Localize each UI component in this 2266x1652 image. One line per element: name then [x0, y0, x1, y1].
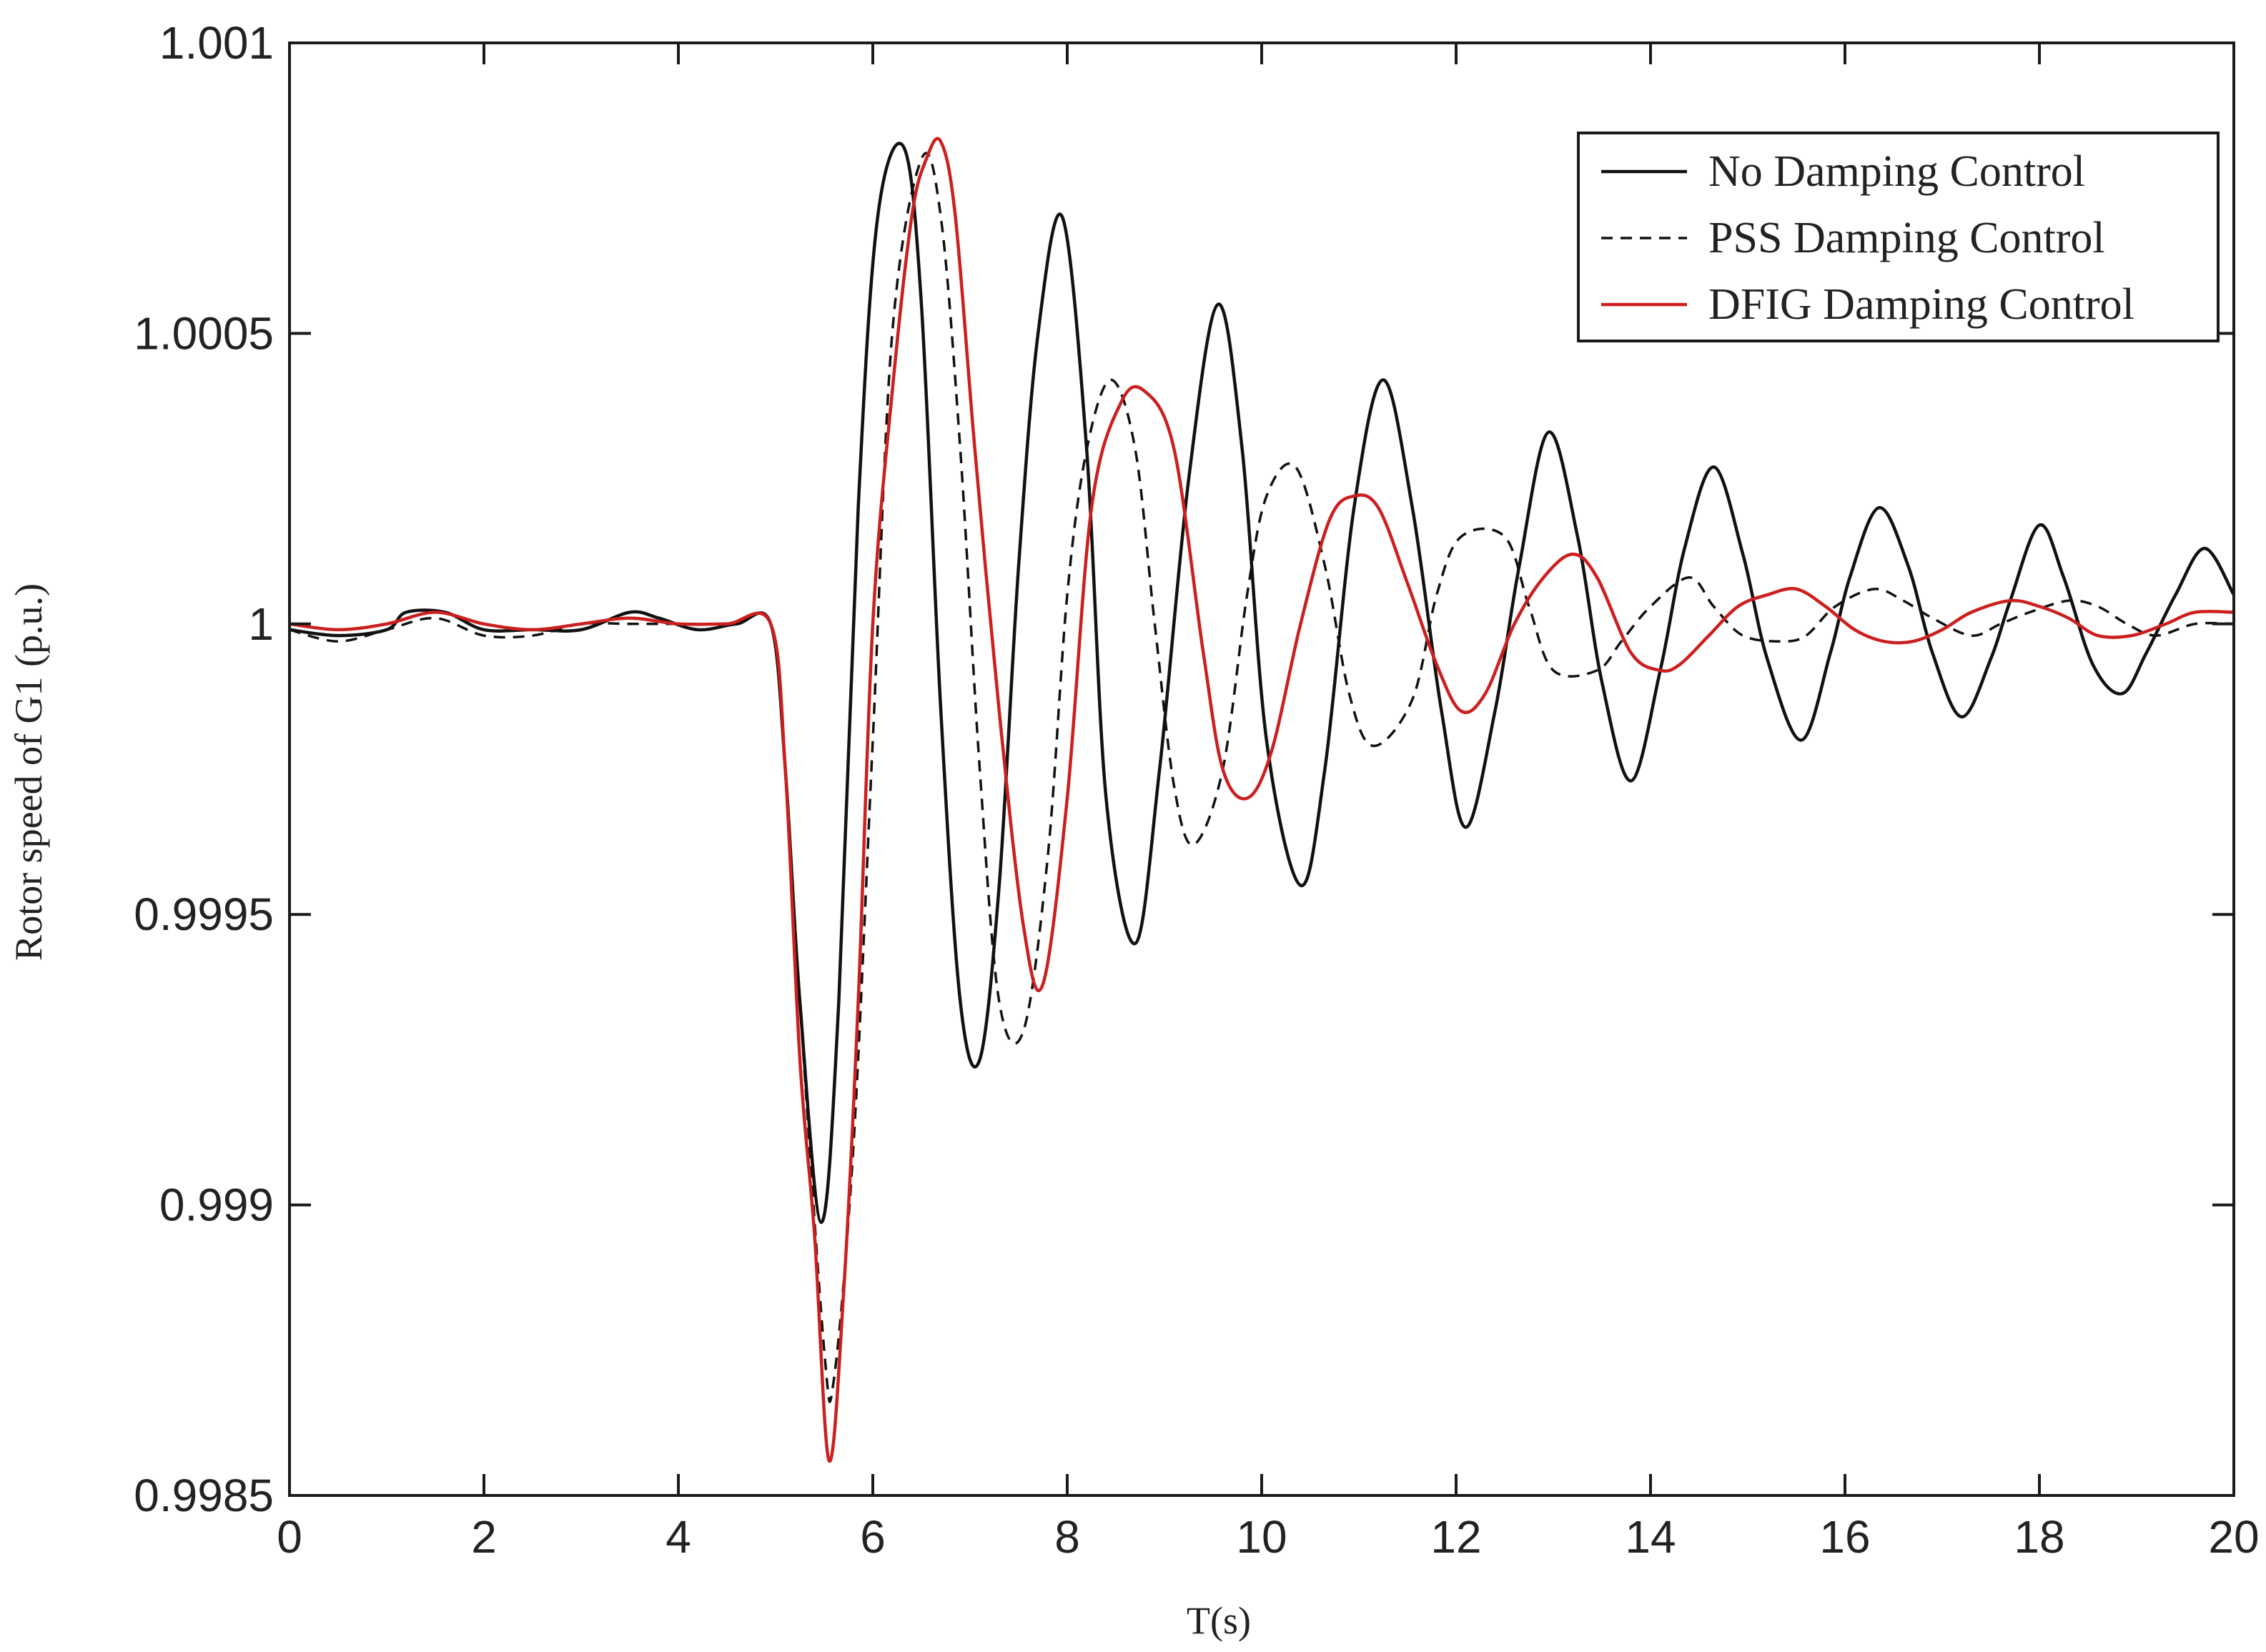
x-tick-label: 0: [277, 1511, 302, 1563]
legend-label-2: PSS Damping Control: [1708, 214, 2105, 262]
y-tick-label: 0.999: [159, 1179, 274, 1231]
x-tick-label: 12: [1430, 1511, 1481, 1563]
x-tick-label: 10: [1236, 1511, 1287, 1563]
legend-entries: No Damping Control PSS Damping Control DFI…: [1601, 147, 2134, 329]
y-axis-label: Rotor speed of G1 (p.u.): [7, 583, 50, 961]
y-tick-label: 1.001: [159, 17, 274, 69]
legend: No Damping Control PSS Damping Control DFI…: [1577, 132, 2220, 342]
x-tick-label: 16: [1819, 1511, 1870, 1563]
x-tick-label: 6: [860, 1511, 886, 1563]
x-tick-label: 18: [2014, 1511, 2064, 1563]
y-tick-label: 1.0005: [134, 307, 274, 359]
series-layer: [289, 137, 2235, 1463]
legend-label-3: DFIG Damping Control: [1708, 280, 2134, 329]
series-line-2: [289, 152, 2235, 1403]
series-line-1: [289, 142, 2235, 1225]
x-tick-label: 8: [1054, 1511, 1080, 1563]
y-tick-label: 1: [248, 598, 274, 650]
y-tick-label: 0.9985: [134, 1470, 274, 1521]
x-axis-label: T(s): [1187, 1599, 1251, 1642]
x-tick-label: 4: [666, 1511, 691, 1563]
series-line-3: [289, 137, 2235, 1463]
y-tick-label: 0.9995: [134, 889, 274, 940]
x-tick-label: 14: [1625, 1511, 1676, 1563]
x-tick-label: 20: [2208, 1511, 2259, 1563]
legend-label-1: No Damping Control: [1708, 147, 2085, 196]
tick-label-layer: 0 2 4 6 8 10 12 14 16 18 20 0.9985 0.999 0.9995 1 1.000…: [134, 17, 2259, 1563]
x-tick-label: 2: [471, 1511, 497, 1563]
plot-area-frame: [288, 41, 2235, 1497]
